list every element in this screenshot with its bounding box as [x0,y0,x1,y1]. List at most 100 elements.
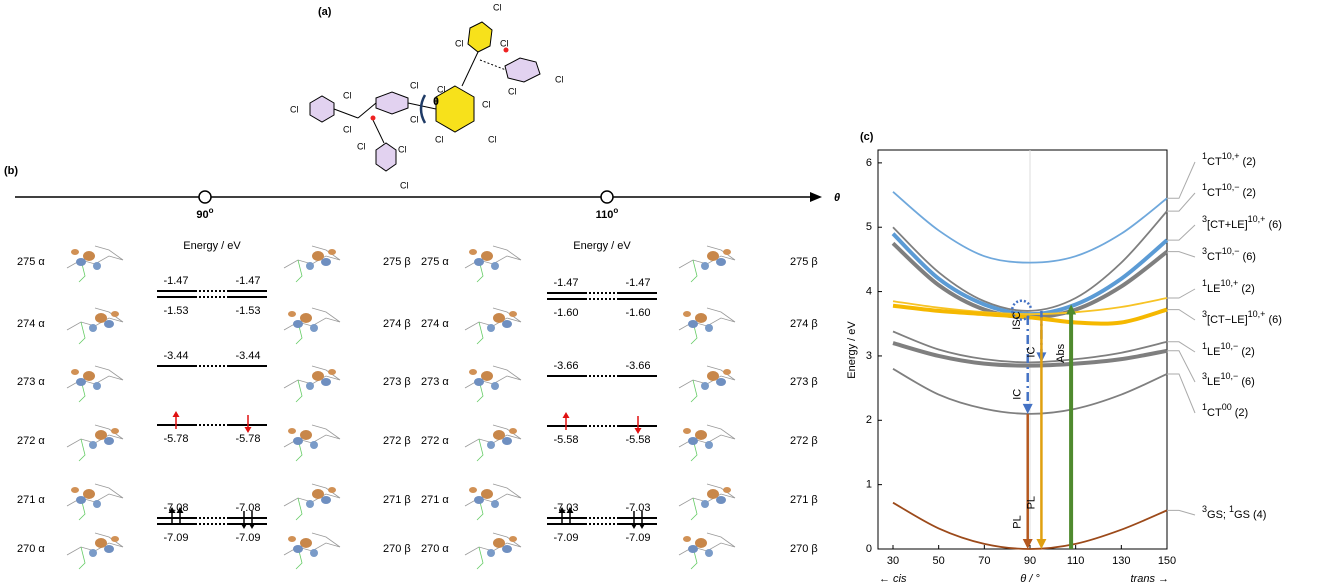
orbital-image [283,424,341,462]
ring [375,91,409,115]
orbital-lobe [491,262,499,270]
panel-label: (c) [860,131,874,143]
atom-label: Cl [410,114,419,124]
bond [333,108,359,119]
orbital-lobe [474,258,484,266]
orbital-image [464,245,522,283]
orbital-image [678,424,736,462]
transition-label: Abs [1055,343,1067,362]
orbital-lobe [312,489,324,499]
orbital-image [678,365,736,403]
orbital-image [66,365,124,403]
orbital-image [678,483,736,521]
energy-value: -5.58 [553,434,578,446]
energy-curve [892,297,1168,316]
orbital-lobe [300,538,312,548]
state-label-part: (2) [1238,283,1255,295]
orbital-label: 273 α [17,376,45,388]
orbital-label: 273 β [383,376,411,388]
y-tick-label: 5 [866,221,872,233]
energy-curve [892,501,1168,550]
orbital-label: 270 β [790,543,818,555]
orbital-image [464,483,522,521]
transition-label: IC [1012,389,1024,400]
orbital-lobe [71,487,79,493]
energy-curve [892,191,1168,264]
state-label-part: GS (4) [1234,509,1266,521]
orbital-lobe [89,324,97,332]
orbital-lobe [502,545,512,553]
orbital-label: 272 α [17,435,45,447]
panel-label: (a) [318,6,332,18]
energy-curve [892,341,1168,368]
orbital-lobe [104,545,114,553]
state-label-part: (6) [1265,314,1282,326]
orbital-lobe [481,251,493,261]
atom-labels: Cl Cl Cl Cl Cl Cl Cl Cl Cl Cl Cl Cl Cl Cl Cl Cl Cl [290,2,564,190]
orbital-image [66,424,124,462]
atom-label: Cl [493,2,502,12]
energy-value: -1.60 [625,307,650,319]
orbital-lobe [93,382,101,390]
y-tick-label: 4 [866,285,872,297]
energy-title: Energy / eV [573,240,631,252]
spin-head [240,523,248,529]
energy-value: -7.09 [625,532,650,544]
atom-label: Cl [500,38,509,48]
state-label-part: 3 [1202,309,1207,319]
orbital-lobe [306,382,314,390]
state-label: 3[CT−LE]10,+ (6) [1202,309,1282,326]
state-label: 1LE10,+ (2) [1202,278,1255,295]
molecule-sketch [295,497,303,521]
orbital-lobe [76,258,86,266]
energy-curve [892,368,1168,415]
spin-head [248,523,256,529]
energy-value: -3.44 [235,350,260,362]
state-label-part: 1 [1202,402,1207,412]
orbital-lobe [469,249,477,255]
orbital-lobe [71,369,79,375]
orbital-lobe [481,489,493,499]
state-label-part: (2) [1232,407,1249,419]
state-label-part: 1 [1202,151,1207,161]
molecule-sketch [78,321,86,345]
orbital-lobe [293,320,303,328]
state-label-part: (2) [1239,187,1256,199]
atom-label: Cl [555,74,564,84]
orbital-lobe [310,324,318,332]
orbital-lobe [321,496,331,504]
theta-value: 110 [596,209,614,221]
x-tick-label: 90 [1024,555,1036,567]
state-label-part: (2) [1238,346,1255,358]
orbital-lobe [695,430,707,440]
orbital-lobe [716,378,726,386]
transition-label: IC [1025,347,1037,358]
orbital-lobe [469,369,477,375]
orbital-image [464,532,522,570]
atom-label: Cl [410,80,419,90]
theta-point [198,190,212,204]
atom-label: Cl [398,144,407,154]
atom-label: Cl [437,84,446,94]
orbital-lobe [723,249,731,255]
state-label: 1CT10,− (2) [1202,182,1256,199]
energy-value: -7.03 [553,502,578,514]
ring [309,95,335,123]
orbital-image [464,424,522,462]
orbital-image [66,307,124,345]
orbital-lobe [683,311,691,317]
y-axis-label: Energy / eV [846,321,858,379]
energy-value: -7.03 [625,502,650,514]
energy-value: -1.53 [235,305,260,317]
energy-chart: (c) 30 50 70 90 110 130 150 0 1 2 3 4 5 6 Energy / eV θ … [846,131,1282,585]
energy-value: -1.47 [163,275,188,287]
arrowhead [1036,539,1047,549]
state-label-part: 1 [1202,278,1207,288]
orbital-image [283,365,341,403]
state-label-part: CT [1207,187,1222,199]
orbital-lobe [502,320,512,328]
energy-curve [892,330,1168,364]
atom-label: Cl [357,141,366,151]
energy-value: -1.47 [625,277,650,289]
